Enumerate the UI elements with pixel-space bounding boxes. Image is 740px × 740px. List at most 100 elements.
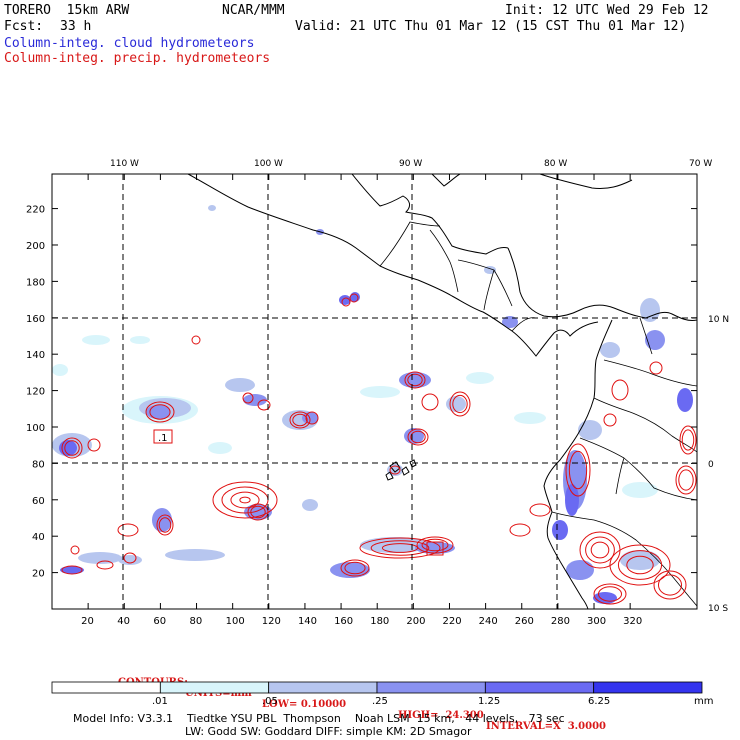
coast-yucatan — [431, 174, 461, 187]
y-tick-label: 220 — [26, 205, 45, 216]
cloud-shading-cell — [446, 396, 466, 412]
precip-contours-layer — [61, 293, 697, 605]
contours-units: UNITS=mm — [185, 688, 252, 699]
precip-contour — [603, 413, 617, 427]
cloud-shading-cell — [78, 552, 122, 564]
cloud-shading-cell — [566, 560, 594, 580]
precip-contour — [585, 536, 615, 564]
coast-cuba — [539, 174, 633, 189]
contours-interval: INTERVAL=X 3.0000 — [486, 721, 606, 732]
precip-contour — [344, 561, 366, 575]
cloud-shading-cell — [677, 388, 693, 412]
valid-time: Valid: 21 UTC Thu 01 Mar 12 (15 CST Thu … — [295, 19, 687, 34]
color-bar-bin — [268, 681, 378, 694]
precip-contour — [87, 438, 101, 452]
precip-contour — [96, 560, 114, 570]
lat-lon-grid — [52, 174, 697, 609]
precip-contour — [117, 523, 139, 537]
cloud-shading-cell — [302, 499, 318, 511]
y-tick-label: 100 — [26, 423, 45, 434]
y-tick-label: 140 — [26, 350, 45, 361]
precip-contour — [653, 570, 687, 600]
x-tick-label: 140 — [298, 616, 317, 627]
field-cloud-hydrometeors: Column-integ. cloud hydrometeors — [4, 36, 255, 51]
forecast-hours: 33 h — [60, 19, 92, 34]
bin-label-2: .25 — [372, 696, 388, 707]
cloud-shading-cell — [225, 378, 255, 392]
coastlines — [187, 174, 697, 609]
field-precip-hydrometeors: Column-integ. precip. hydrometeors — [4, 51, 271, 66]
precip-contour — [289, 411, 311, 429]
precip-contour — [407, 373, 423, 387]
x-tick-label: 200 — [406, 616, 425, 627]
cloud-shading-cell — [552, 520, 568, 540]
y-tick-label: 180 — [26, 277, 45, 288]
precip-contour — [568, 450, 588, 490]
cloud-shading-cell — [593, 592, 617, 604]
lat-label-10s: 10 S — [708, 604, 728, 614]
y-tick-label: 60 — [32, 496, 45, 507]
color-bar-bin — [51, 681, 161, 694]
precip-contour — [421, 538, 449, 552]
precip-contour — [404, 371, 426, 389]
cloud-shading-cell — [415, 542, 455, 554]
precip-contour — [61, 437, 83, 459]
cloud-shading-cell — [208, 442, 232, 454]
model-info-line1: Model Info: V3.3.1 Tiedtke YSU PBL Thomp… — [73, 712, 565, 725]
precip-contour — [349, 293, 359, 303]
model-info-line2: LW: Godd SW: Goddard DIFF: simple KM: 2D… — [185, 725, 472, 738]
precip-contour — [609, 544, 671, 586]
cloud-shading-cell — [578, 420, 602, 440]
cloud-shading-cell — [466, 372, 494, 384]
cloud-shading-cell — [208, 205, 216, 211]
cloud-shading-cell — [165, 549, 225, 561]
min-value-label: .1 — [158, 433, 168, 444]
x-tick-label: 120 — [262, 616, 281, 627]
x-tick-label: 220 — [442, 616, 461, 627]
x-tick-label: 240 — [479, 616, 498, 627]
cloud-shading-cell — [622, 482, 658, 498]
x-tick-label: 160 — [334, 616, 353, 627]
precip-contour — [449, 391, 471, 417]
coast-mexico-pacific — [187, 174, 599, 357]
precip-contour — [590, 541, 610, 559]
coast-south-america-pacific — [543, 319, 613, 609]
y-tick-label: 80 — [32, 459, 45, 470]
color-bar: .01 .05 .25 1.25 6.25 mm — [51, 681, 713, 707]
x-tick-label: 80 — [190, 616, 203, 627]
precip-contour — [257, 399, 271, 411]
lon-label-70w: 70 W — [689, 159, 712, 169]
cloud-shading-cell — [514, 412, 546, 424]
color-bar-bin — [159, 681, 270, 694]
precip-contour — [407, 428, 429, 446]
cloud-shading-cell — [330, 562, 370, 578]
cloud-shading-cell — [244, 504, 272, 520]
precip-contour — [250, 505, 266, 519]
precip-contour — [416, 536, 454, 554]
precip-contour — [359, 537, 441, 559]
precip-contour — [212, 481, 278, 519]
contours-high: HIGH= 24.300 — [398, 710, 484, 721]
coast-gulf — [351, 174, 509, 255]
color-bar-bin — [376, 681, 486, 694]
org-name: NCAR/MMM — [222, 3, 285, 18]
precip-contour — [657, 574, 683, 596]
precip-contour — [341, 297, 351, 307]
cloud-shading-cell — [60, 566, 84, 574]
cloud-shading-cell — [360, 386, 400, 398]
y-tick-label: 20 — [32, 569, 45, 580]
precip-contour — [230, 491, 260, 509]
precip-contour — [649, 361, 663, 375]
cloud-shading-cell — [82, 335, 110, 345]
precip-contour — [145, 401, 175, 423]
cloud-shading-cell — [620, 550, 660, 570]
bin-label-0: .01 — [152, 696, 168, 707]
longitude-labels: 110 W 100 W 90 W 80 W 70 W — [110, 159, 712, 169]
cloud-shading-cell — [146, 405, 170, 419]
y-tick-label: 200 — [26, 241, 45, 252]
x-tick-label: 100 — [226, 616, 245, 627]
precip-contour — [678, 469, 694, 491]
cloud-shading-cell — [52, 364, 68, 376]
lat-label-10n: 10 N — [708, 315, 729, 325]
